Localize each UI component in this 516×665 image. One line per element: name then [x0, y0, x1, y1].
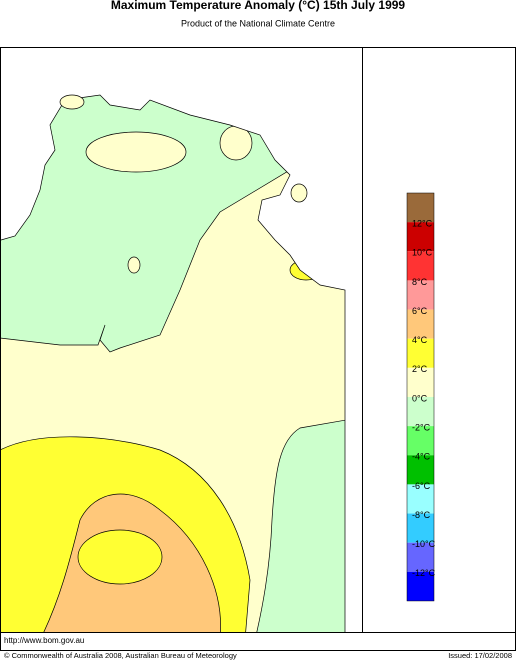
subtitle: Product of the National Climate Centre [181, 18, 335, 28]
legend-swatch [407, 484, 434, 514]
legend-swatch [407, 338, 434, 368]
legend-label: 8°C [412, 277, 428, 287]
legend-label: -12°C [412, 568, 436, 578]
legend-border [406, 192, 435, 602]
legend-swatch [407, 455, 434, 485]
legend-swatch [407, 251, 434, 281]
legend-label: 0°C [412, 393, 428, 403]
legend-swatch [407, 367, 434, 397]
legend-swatch [407, 426, 434, 456]
footer-copyright: © Commonwealth of Australia 2008, Austra… [4, 651, 237, 660]
legend-swatch [407, 222, 434, 252]
legend-label: 6°C [412, 306, 428, 316]
footer-issued: Issued: 17/02/2008 [448, 651, 512, 660]
legend-label: -4°C [412, 452, 431, 462]
legend-label: -2°C [412, 422, 431, 432]
legend-label: 12°C [412, 219, 433, 229]
legend: 12°C 10°C 8°C 6°C 4°C 2°C 0°C -2°C -4°C -6°C -8°C -… [406, 192, 436, 602]
legend-swatch [407, 571, 434, 601]
legend-label: -6°C [412, 481, 431, 491]
island [59, 94, 85, 110]
legend-label: -10°C [412, 539, 436, 549]
legend-swatch [407, 513, 434, 543]
legend-label: 10°C [412, 248, 433, 258]
coastline [0, 94, 346, 632]
footer-url: http://www.bom.gov.au [4, 636, 84, 645]
legend-swatch [407, 396, 434, 427]
legend-swatch [407, 309, 434, 339]
legend-swatch [407, 193, 434, 223]
legend-swatch [407, 280, 434, 310]
legend-swatch [407, 542, 434, 572]
title: Maximum Temperature Anomaly (°C) 15th Ju… [111, 0, 406, 12]
legend-label: -8°C [412, 510, 431, 520]
legend-label: 4°C [412, 335, 428, 345]
legend-label: 2°C [412, 364, 428, 374]
map [1, 95, 345, 632]
island [290, 183, 308, 203]
